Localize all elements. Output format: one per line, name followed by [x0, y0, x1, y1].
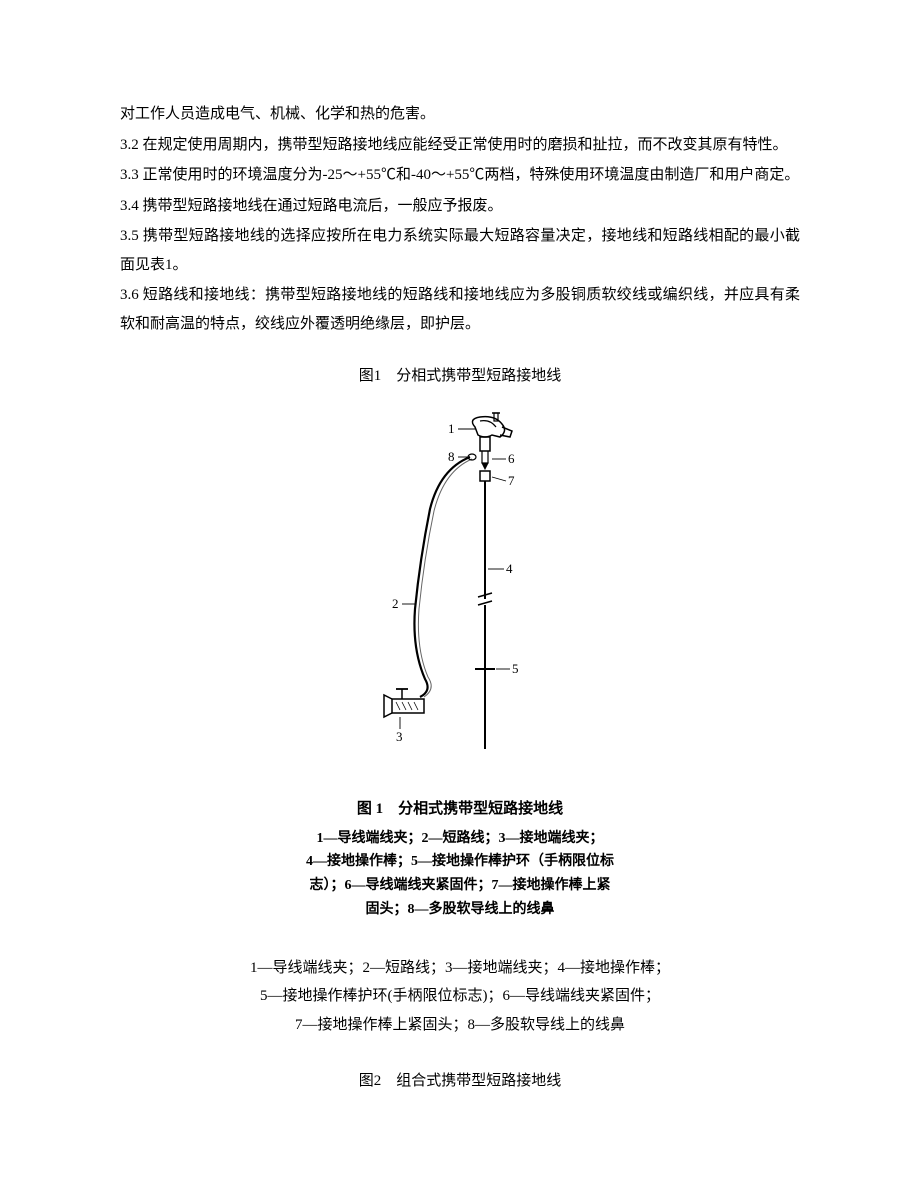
paragraph-3-6-text: 短路线和接地线：携带型短路接地线的短路线和接地线应为多股铜质软绞线或编织线，并应…	[120, 287, 800, 332]
label-7: 7	[508, 473, 515, 488]
section-num-3-5: 3.5	[120, 228, 139, 244]
figure-2-title: 图2 组合式携带型短路接地线	[120, 1067, 800, 1096]
paragraph-3-6: 3.6 短路线和接地线：携带型短路接地线的短路线和接地线应为多股铜质软绞线或编织…	[120, 281, 800, 338]
figure-1-caption-line-3: 志）；6—导线端线夹紧固件；7—接地操作棒上紧	[120, 874, 800, 898]
paragraph-3-3-text: 正常使用时的环境温度分为-25～+55℃和-40～+55℃两档，特殊使用环境温度…	[139, 167, 800, 183]
top-clamp	[472, 413, 512, 437]
label-1: 1	[448, 421, 455, 436]
paragraph-3-5-text: 携带型短路接地线的选择应按所在电力系统实际最大短路容量决定，接地线和短路线相配的…	[120, 228, 800, 273]
paragraph-intro: 对工作人员造成电气、机械、化学和热的危害。	[120, 100, 800, 129]
paragraph-3-4: 3.4 携带型短路接地线在通过短路电流后，一般应予报废。	[120, 192, 800, 221]
ground-clamp	[384, 689, 424, 717]
label-3: 3	[396, 729, 403, 744]
section-num-3-6: 3.6	[120, 287, 139, 303]
section-num-3-2: 3.2	[120, 137, 139, 153]
legend-line-3: 7—接地操作棒上紧固头；8—多股软导线上的线鼻	[120, 1011, 800, 1040]
figure-1-title: 图1 分相式携带型短路接地线	[120, 362, 800, 391]
leader-7	[492, 477, 506, 481]
figure-1-legend: 1—导线端线夹；2—短路线；3—接地端线夹；4—接地操作棒； 5—接地操作棒护环…	[120, 954, 800, 1040]
paragraph-3-2: 3.2 在规定使用周期内，携带型短路接地线应能经受正常使用时的磨损和扯拉，而不改…	[120, 131, 800, 160]
figure-1-diagram: 1 8 6 7 4 2 5 3	[320, 409, 600, 779]
figure-1-caption-line-1: 1—导线端线夹；2—短路线；3—接地端线夹；	[120, 827, 800, 851]
label-8: 8	[448, 449, 455, 464]
figure-1-caption-line-2: 4—接地操作棒；5—接地操作棒护环（手柄限位标	[120, 850, 800, 874]
label-5: 5	[512, 661, 519, 676]
figure-1-caption-line-4: 固头；8—多股软导线上的线鼻	[120, 898, 800, 922]
paragraph-3-3: 3.3 正常使用时的环境温度分为-25～+55℃和-40～+55℃两档，特殊使用…	[120, 161, 800, 190]
paragraph-3-4-text: 携带型短路接地线在通过短路电流后，一般应予报废。	[139, 198, 503, 214]
figure-1-container: 1 8 6 7 4 2 5 3 图 1 分相式携带型短路接地线 1—导线端线夹；…	[120, 409, 800, 922]
label-2: 2	[392, 596, 399, 611]
section-num-3-3: 3.3	[120, 167, 139, 183]
legend-line-2: 5—接地操作棒护环(手柄限位标志)；6—导线端线夹紧固件；	[120, 982, 800, 1011]
label-6: 6	[508, 451, 515, 466]
paragraph-3-2-text: 在规定使用周期内，携带型短路接地线应能经受正常使用时的磨损和扯拉，而不改变其原有…	[139, 137, 788, 153]
legend-line-1: 1—导线端线夹；2—短路线；3—接地端线夹；4—接地操作棒；	[120, 954, 800, 983]
figure-1-embedded-caption: 图 1 分相式携带型短路接地线 1—导线端线夹；2—短路线；3—接地端线夹； 4…	[120, 797, 800, 922]
fastener-6	[480, 437, 490, 451]
tightening-head-7	[480, 471, 490, 481]
label-4: 4	[506, 561, 513, 576]
figure-1-caption-title: 图 1 分相式携带型短路接地线	[120, 797, 800, 823]
paragraph-3-5: 3.5 携带型短路接地线的选择应按所在电力系统实际最大短路容量决定，接地线和短路…	[120, 222, 800, 279]
section-num-3-4: 3.4	[120, 198, 139, 214]
